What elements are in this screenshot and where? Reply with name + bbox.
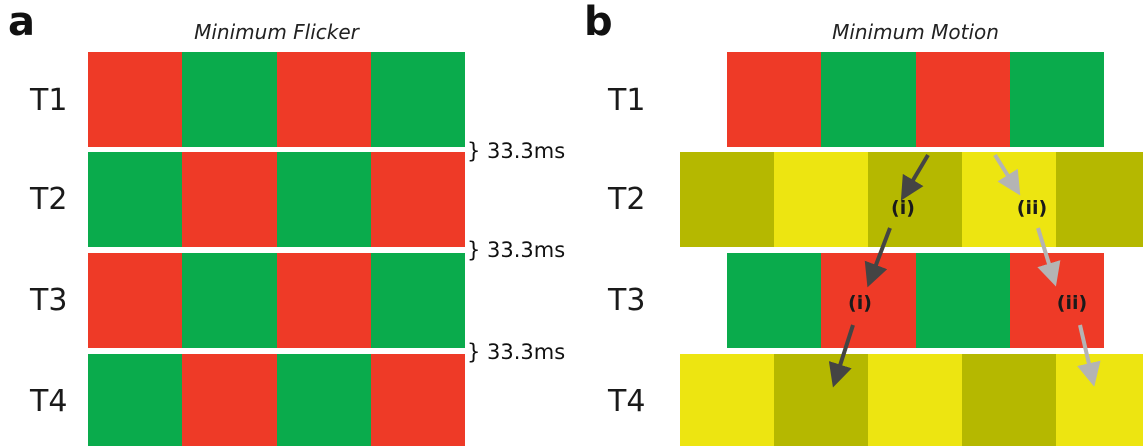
stripe-cell [1009,52,1104,147]
stripe-cell [182,354,277,446]
panel-b-title: Minimum Motion [832,20,999,44]
stripe-cell [680,354,774,446]
annotation-path-ii-t2: (ii) [1016,197,1048,219]
panel-a-letter: a [8,0,35,45]
stripe-cell [182,52,277,147]
motion-arrow-dark-t1-t2 [900,153,930,201]
panel-b-strip-t2 [680,152,1143,247]
panel-a-row-label-t1: T1 [30,83,68,118]
stripe-cell [821,52,916,147]
interval-label-t3-t4: } 33.3ms [467,340,566,364]
stripe-cell [727,52,822,147]
stripe-cell [680,152,774,247]
panel-b-row-label-t4: T4 [608,384,646,419]
interval-label-t1-t2: } 33.3ms [467,139,566,163]
stripe-cell [182,253,277,348]
stripe-cell [370,52,465,147]
stripe-cell [915,253,1010,348]
panel-a-strip-t4 [88,354,465,446]
panel-b-row-label-t2: T2 [608,182,646,217]
panel-b-row-label-t3: T3 [608,283,646,318]
stripe-cell [370,152,465,247]
stripe-cell [962,354,1056,446]
stripe-cell [276,354,371,446]
stripe-cell [727,253,822,348]
annotation-path-ii-t3: (ii) [1056,292,1088,314]
panel-b-letter: b [584,0,613,45]
stripe-cell [868,354,962,446]
panel-a-row-label-t4: T4 [30,384,68,419]
annotation-path-i-t3: (i) [848,292,872,314]
annotation-path-i-t2: (i) [891,197,915,219]
stripe-cell [370,253,465,348]
stripe-cell [276,52,371,147]
stripe-cell [774,152,868,247]
stripe-cell [915,52,1010,147]
stripe-cell [276,152,371,247]
panel-a-row-label-t3: T3 [30,283,68,318]
interval-label-t2-t3: } 33.3ms [467,238,566,262]
motion-arrow-light-t3-t4 [1077,324,1101,387]
stripe-cell [370,354,465,446]
stripe-cell [88,354,183,446]
stripe-cell [88,253,183,348]
panel-b-strip-t3 [727,253,1104,348]
stripe-cell [276,253,371,348]
panel-a-strip-t2 [88,152,465,247]
panel-b-strip-t4 [680,354,1143,446]
stripe-cell [182,152,277,247]
panel-a-row-label-t2: T2 [30,182,68,217]
motion-arrow-light-t1-t2 [993,153,1021,196]
motion-arrow-light-t2-t3 [1036,227,1061,287]
panel-b-strip-t1 [727,52,1104,147]
motion-arrow-dark-t3-t4 [828,324,855,388]
stripe-cell [88,52,183,147]
stripe-cell [88,152,183,247]
panel-a-strip-t1 [88,52,465,147]
panel-b-row-label-t1: T1 [608,83,646,118]
motion-arrow-dark-t2-t3 [864,227,892,288]
stripe-cell [774,354,868,446]
panel-a-strip-t3 [88,253,465,348]
stripe-cell [1056,152,1143,247]
panel-a-title: Minimum Flicker [194,20,359,44]
